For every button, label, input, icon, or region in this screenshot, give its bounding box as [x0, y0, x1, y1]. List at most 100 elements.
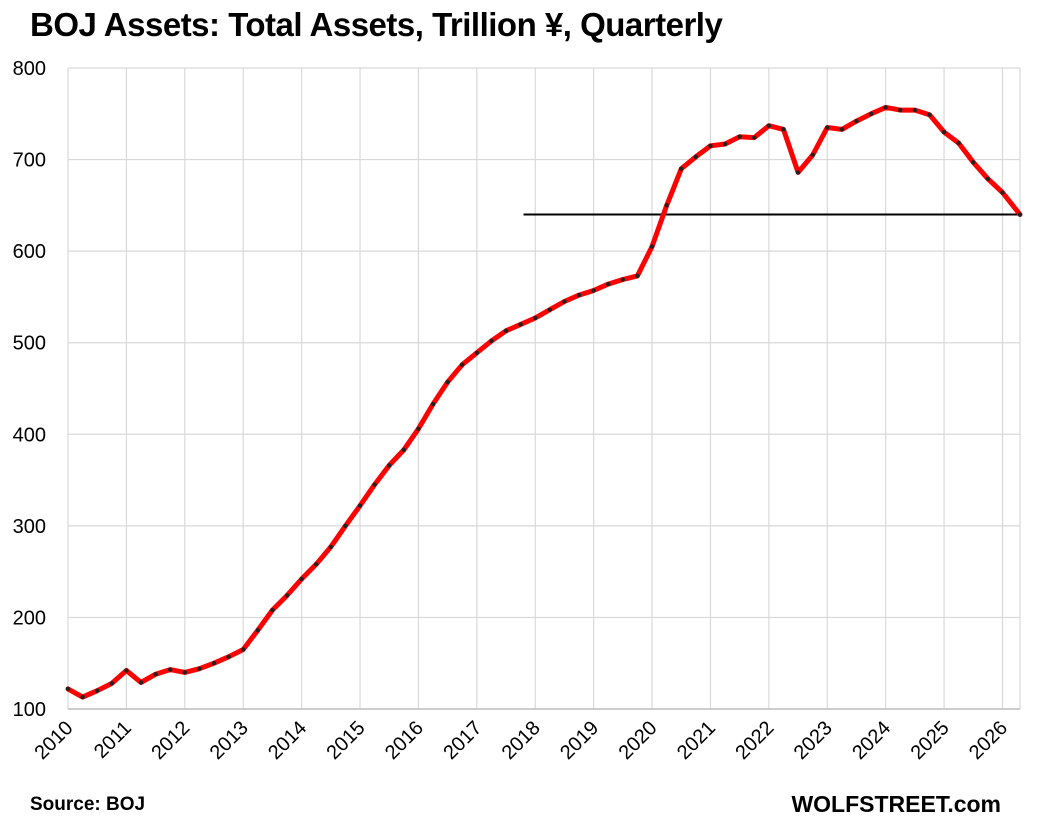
y-tick-label: 500 — [13, 333, 46, 355]
data-point — [241, 647, 246, 652]
data-point — [430, 401, 436, 407]
data-point — [679, 166, 684, 171]
x-tick-label: 2011 — [90, 717, 136, 763]
data-point — [226, 654, 231, 660]
x-tick-label: 2025 — [907, 717, 954, 764]
data-point — [898, 107, 903, 113]
data-point — [722, 141, 728, 147]
data-point — [606, 281, 611, 287]
data-point — [95, 688, 100, 693]
series-line — [65, 104, 1023, 700]
x-tick-label: 2026 — [965, 717, 1012, 764]
data-point — [635, 273, 640, 279]
chart-title: BOJ Assets: Total Assets, Trillion ¥, Qu… — [30, 6, 723, 43]
data-point — [737, 134, 742, 139]
x-tick-label: 2015 — [323, 717, 370, 764]
data-point — [620, 277, 626, 282]
y-tick-label: 600 — [13, 241, 46, 263]
data-point — [1017, 212, 1023, 217]
data-point — [956, 140, 961, 146]
data-point — [255, 628, 261, 633]
data-point — [80, 694, 85, 700]
x-tick-label: 2021 — [673, 717, 720, 764]
data-point — [533, 315, 538, 321]
data-point — [518, 322, 523, 327]
data-point — [416, 426, 421, 431]
data-point — [752, 135, 757, 140]
x-tick-label: 2024 — [848, 717, 895, 764]
data-point — [664, 203, 669, 208]
x-tick-label: 2018 — [498, 717, 545, 764]
data-point — [474, 350, 480, 355]
x-tick-label: 2016 — [381, 717, 428, 764]
data-point — [138, 680, 144, 685]
data-point — [912, 107, 918, 113]
source-label: Source: BOJ — [30, 794, 146, 815]
data-point — [124, 668, 129, 673]
x-tick-label: 2014 — [264, 717, 311, 764]
data-point — [387, 463, 392, 468]
data-point — [781, 127, 786, 132]
data-point — [357, 503, 363, 508]
data-point — [547, 307, 553, 312]
data-point — [328, 544, 334, 550]
data-point — [693, 154, 699, 160]
data-point — [854, 118, 859, 124]
data-point — [941, 129, 947, 135]
y-tick-label: 800 — [13, 58, 46, 80]
data-point — [985, 176, 991, 182]
x-tick-label: 2017 — [439, 717, 486, 764]
y-tick-label: 700 — [13, 150, 46, 172]
data-point — [182, 670, 188, 675]
data-point — [971, 160, 976, 165]
data-point — [883, 105, 888, 110]
x-tick-label: 2020 — [615, 717, 662, 764]
data-point — [649, 244, 655, 249]
data-point — [153, 672, 158, 677]
data-point — [503, 328, 509, 334]
data-point — [270, 607, 275, 613]
data-point — [795, 170, 801, 175]
x-tick-label: 2022 — [731, 717, 778, 764]
data-point — [372, 482, 377, 487]
data-point — [65, 686, 71, 692]
data-point — [109, 681, 115, 686]
y-tick-label: 100 — [13, 699, 46, 721]
x-tick-label: 2019 — [556, 717, 603, 764]
data-point — [314, 562, 319, 567]
data-point — [708, 143, 713, 149]
x-tick-label: 2023 — [790, 717, 837, 764]
data-point — [460, 362, 465, 367]
data-point — [766, 123, 772, 128]
series-group — [65, 104, 1023, 700]
data-point — [401, 447, 407, 453]
grid-lines — [67, 67, 1021, 710]
data-point — [1000, 190, 1005, 195]
brand-label: WOLFSTREET.com — [791, 791, 1001, 817]
data-point — [197, 666, 202, 671]
data-point — [211, 661, 217, 666]
data-point — [562, 299, 567, 304]
data-point — [445, 379, 450, 385]
data-point — [810, 152, 815, 158]
data-point — [576, 292, 582, 298]
x-tick-label: 2010 — [31, 717, 78, 764]
data-point — [343, 523, 348, 529]
data-point — [868, 111, 874, 116]
data-point — [299, 576, 304, 582]
data-point — [825, 125, 830, 130]
data-point — [839, 127, 845, 132]
data-point — [489, 338, 494, 344]
data-point — [168, 667, 173, 672]
y-tick-label: 300 — [13, 516, 46, 538]
y-tick-label: 200 — [13, 607, 46, 629]
x-axis-ticks: 2010 2011 2012 2013 2014 2015 2016 2017 2018 2019… — [31, 717, 1013, 764]
data-point — [927, 112, 932, 117]
data-point — [284, 593, 290, 598]
data-point — [591, 288, 596, 293]
x-tick-label: 2013 — [206, 717, 253, 764]
x-tick-label: 2012 — [147, 717, 194, 764]
y-axis-ticks: 100 200 300 400 500 600 700 800 — [13, 58, 46, 721]
y-tick-label: 400 — [13, 424, 46, 446]
